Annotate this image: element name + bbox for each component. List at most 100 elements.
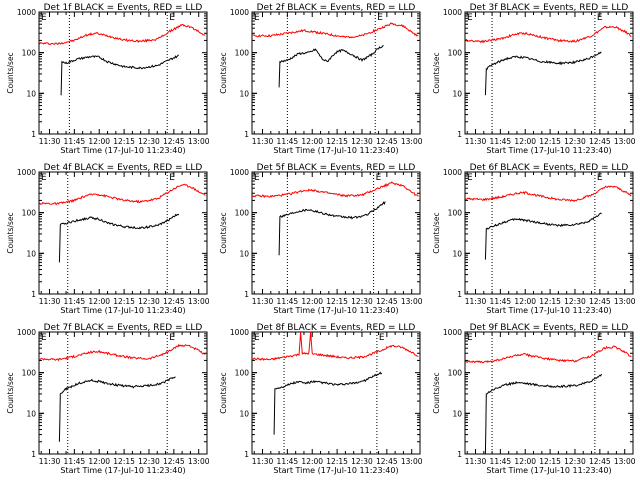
e-marker-label: E <box>254 173 260 183</box>
x-tick-label: 11:30 <box>465 137 487 146</box>
x-tick-label: 12:45 <box>163 137 185 146</box>
y-tick-label: 1 <box>31 130 36 139</box>
plot-frame <box>251 171 421 295</box>
e-marker-label: E <box>467 333 473 343</box>
y-tick-label: 1 <box>457 130 462 139</box>
x-tick-label: 13:00 <box>188 137 210 146</box>
x-tick-label: 11:30 <box>252 457 274 466</box>
y-tick-label: 100 <box>22 209 37 218</box>
x-tick-label: 12:00 <box>88 297 110 306</box>
e-marker-label: E <box>41 333 47 343</box>
y-tick-label: 1000 <box>17 328 36 337</box>
plot-frame <box>464 171 634 295</box>
x-tick-label: 11:45 <box>277 457 299 466</box>
chart-title: Det 9f BLACK = Events, RED = LLD <box>470 323 629 333</box>
x-tick-label: 12:30 <box>351 137 373 146</box>
x-tick-label: 12:15 <box>539 457 561 466</box>
chart-title: Det 1f BLACK = Events, RED = LLD <box>44 3 203 13</box>
series-line-events <box>60 54 179 96</box>
x-tick-label: 12:30 <box>138 457 160 466</box>
y-tick-label: 10 <box>452 89 462 98</box>
y-axis-label: Counts/sec <box>432 212 441 253</box>
e-marker-label: E <box>41 173 47 183</box>
y-tick-label: 1000 <box>443 328 462 337</box>
y-tick-label: 100 <box>235 209 250 218</box>
plot-frame <box>251 11 421 135</box>
y-axis-label: Counts/sec <box>432 52 441 93</box>
chart-panel-4: Det 4f BLACK = Events, RED = LLD 1 10 100 10… <box>6 163 210 315</box>
series-line-lld <box>465 345 632 364</box>
plot-frame <box>38 331 208 455</box>
x-tick-label: 11:30 <box>39 457 61 466</box>
series-line-events <box>278 44 384 88</box>
series-line-lld <box>252 181 419 199</box>
e-marker-label: E <box>41 13 47 23</box>
y-tick-label: 1000 <box>230 328 249 337</box>
y-tick-label: 1000 <box>17 8 36 17</box>
y-tick-label: 10 <box>239 249 249 258</box>
x-tick-label: 12:00 <box>514 297 536 306</box>
chart-title: Det 5f BLACK = Events, RED = LLD <box>257 163 416 173</box>
x-tick-label: 12:45 <box>376 137 398 146</box>
y-tick-label: 1 <box>244 290 249 299</box>
x-tick-label: 12:00 <box>88 457 110 466</box>
x-tick-label: 12:15 <box>539 297 561 306</box>
x-tick-label: 12:15 <box>113 297 135 306</box>
x-tick-label: 12:00 <box>301 457 323 466</box>
y-tick-label: 10 <box>26 249 36 258</box>
x-tick-label: 11:45 <box>490 297 512 306</box>
x-tick-label: 12:45 <box>376 457 398 466</box>
x-tick-label: 12:00 <box>301 297 323 306</box>
series-line-events <box>484 373 602 455</box>
x-tick-label: 13:00 <box>614 457 636 466</box>
y-tick-label: 100 <box>22 49 37 58</box>
y-tick-label: 10 <box>452 249 462 258</box>
x-tick-label: 12:30 <box>564 137 586 146</box>
x-axis-label: Start Time (17-Jul-10 11:23:40) <box>60 466 185 475</box>
x-tick-label: 12:15 <box>326 297 348 306</box>
x-axis-label: Start Time (17-Jul-10 11:23:40) <box>273 146 398 155</box>
x-tick-label: 12:30 <box>138 137 160 146</box>
x-tick-label: 11:45 <box>277 297 299 306</box>
chart-title: Det 8f BLACK = Events, RED = LLD <box>257 323 416 333</box>
x-axis-label: Start Time (17-Jul-10 11:23:40) <box>60 146 185 155</box>
plot-frame <box>38 171 208 295</box>
y-tick-label: 100 <box>448 209 463 218</box>
y-tick-label: 1 <box>31 450 36 459</box>
e-marker-label: E <box>377 13 383 23</box>
x-tick-label: 12:45 <box>163 457 185 466</box>
y-axis-label: Counts/sec <box>6 372 15 413</box>
x-tick-label: 11:45 <box>64 457 86 466</box>
e-marker-label: E <box>379 333 385 343</box>
y-tick-label: 10 <box>452 409 462 418</box>
x-tick-label: 13:00 <box>614 297 636 306</box>
y-tick-label: 10 <box>26 89 36 98</box>
x-tick-label: 12:30 <box>138 297 160 306</box>
y-tick-label: 100 <box>22 369 37 378</box>
series-line-events <box>58 376 176 442</box>
y-axis-label: Counts/sec <box>6 52 15 93</box>
x-axis-label: Start Time (17-Jul-10 11:23:40) <box>486 466 611 475</box>
chart-panel-9: Det 9f BLACK = Events, RED = LLD 1 10 100 10… <box>432 323 636 475</box>
x-tick-label: 12:45 <box>589 457 611 466</box>
chart-panel-1: Det 1f BLACK = Events, RED = LLD 1 10 100 10… <box>6 3 210 155</box>
x-tick-label: 11:45 <box>64 297 86 306</box>
e-marker-label: E <box>376 173 382 183</box>
y-tick-label: 1000 <box>230 168 249 177</box>
x-tick-label: 12:15 <box>326 457 348 466</box>
x-tick-label: 12:15 <box>539 137 561 146</box>
x-axis-label: Start Time (17-Jul-10 11:23:40) <box>486 146 611 155</box>
e-marker-label: E <box>597 173 603 183</box>
series-line-lld <box>39 183 206 206</box>
x-tick-label: 12:45 <box>589 297 611 306</box>
e-marker-label: E <box>467 13 473 23</box>
y-tick-label: 1000 <box>443 8 462 17</box>
chart-title: Det 3f BLACK = Events, RED = LLD <box>470 3 629 13</box>
e-marker-label: E <box>169 13 175 23</box>
x-tick-label: 12:45 <box>589 137 611 146</box>
x-tick-label: 12:00 <box>301 137 323 146</box>
chart-title: Det 6f BLACK = Events, RED = LLD <box>470 163 629 173</box>
x-tick-label: 12:45 <box>376 297 398 306</box>
y-tick-label: 1000 <box>17 168 36 177</box>
